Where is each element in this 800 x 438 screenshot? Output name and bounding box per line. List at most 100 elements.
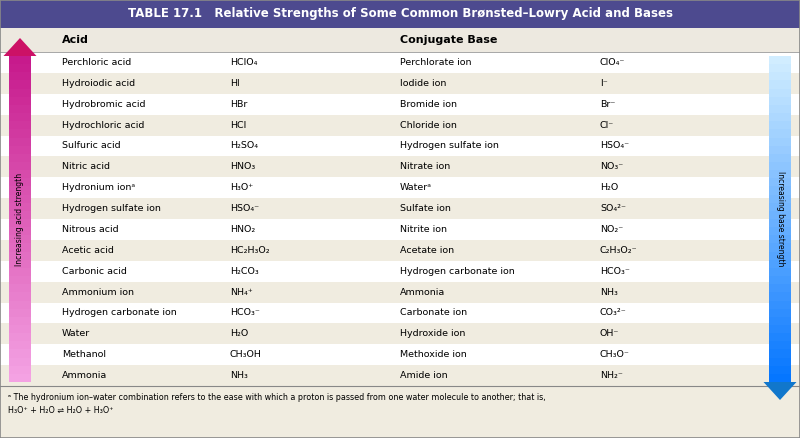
Text: Hydrogen sulfate ion: Hydrogen sulfate ion [62,204,161,213]
Bar [769,219,791,227]
Text: ClO₄⁻: ClO₄⁻ [600,58,626,67]
Bar [769,88,791,97]
Bar [769,187,791,194]
Bar [9,333,31,341]
Bar [0,198,800,219]
Text: Acid: Acid [62,35,89,45]
Text: Ammonium ion: Ammonium ion [62,288,134,297]
Text: HSO₄⁻: HSO₄⁻ [600,141,629,150]
Bar [769,300,791,309]
Bar [9,146,31,154]
Bar [769,341,791,350]
Bar [0,73,800,94]
Text: Sulfate ion: Sulfate ion [400,204,451,213]
Bar [9,162,31,170]
Bar [9,178,31,187]
Bar [0,323,800,344]
Bar [769,105,791,113]
Bar [9,154,31,162]
Bar [769,203,791,211]
Text: Methoxide ion: Methoxide ion [400,350,466,359]
Bar [769,357,791,366]
Text: HI: HI [230,79,240,88]
Text: CH₃O⁻: CH₃O⁻ [600,350,630,359]
Text: H₃O⁺: H₃O⁺ [230,183,254,192]
Bar [9,300,31,309]
Text: ᵃ The hydronium ion–water combination refers to the ease with which a proton is : ᵃ The hydronium ion–water combination re… [8,393,546,402]
Bar [0,303,800,323]
Text: C₂H₃O₂⁻: C₂H₃O₂⁻ [600,246,638,255]
Bar [9,268,31,276]
Text: Hydroiodic acid: Hydroiodic acid [62,79,135,88]
Text: Hydronium ionᵃ: Hydronium ionᵃ [62,183,135,192]
Polygon shape [763,382,797,400]
Bar [769,154,791,162]
Bar [9,325,31,333]
Bar [769,260,791,268]
Bar [769,350,791,357]
Text: Nitrite ion: Nitrite ion [400,225,447,234]
Bar [769,97,791,105]
Bar [9,211,31,219]
Bar [9,113,31,121]
Bar [9,284,31,292]
Bar [769,194,791,203]
Bar [9,194,31,203]
Bar [9,56,31,64]
Text: Acetate ion: Acetate ion [400,246,454,255]
Text: H₂CO₃: H₂CO₃ [230,267,258,276]
Text: Water: Water [62,329,90,338]
Text: HCO₃⁻: HCO₃⁻ [230,308,260,318]
Text: I⁻: I⁻ [600,79,608,88]
Bar [9,138,31,146]
Text: Increasing base strength: Increasing base strength [775,171,785,267]
Text: HBr: HBr [230,100,247,109]
Bar [769,317,791,325]
Bar [769,227,791,235]
Bar [769,81,791,88]
Bar [0,115,800,135]
Bar [9,170,31,178]
Text: HNO₂: HNO₂ [230,225,255,234]
Text: Sulfuric acid: Sulfuric acid [62,141,121,150]
Text: Hydrobromic acid: Hydrobromic acid [62,100,146,109]
Text: NH₃: NH₃ [600,288,618,297]
Bar [769,146,791,154]
Text: Br⁻: Br⁻ [600,100,615,109]
Bar [769,284,791,292]
Text: Hydroxide ion: Hydroxide ion [400,329,466,338]
Bar [0,94,800,115]
Text: HNO₃: HNO₃ [230,162,255,171]
Text: Methanol: Methanol [62,350,106,359]
Text: Cl⁻: Cl⁻ [600,120,614,130]
Bar [9,292,31,300]
Text: NO₃⁻: NO₃⁻ [600,162,623,171]
Bar [769,251,791,260]
Bar [769,235,791,244]
Text: CH₃OH: CH₃OH [230,350,262,359]
Bar [9,105,31,113]
Text: Increasing acid strength: Increasing acid strength [15,173,25,265]
Bar [9,366,31,374]
Text: Carbonate ion: Carbonate ion [400,308,467,318]
Bar [0,0,800,28]
Bar [9,88,31,97]
Bar [769,374,791,382]
Text: SO₄²⁻: SO₄²⁻ [600,204,626,213]
Bar [769,178,791,187]
Text: Carbonic acid: Carbonic acid [62,267,127,276]
Bar [769,211,791,219]
Text: Nitrous acid: Nitrous acid [62,225,118,234]
Text: Perchloric acid: Perchloric acid [62,58,131,67]
Text: H₂SO₄: H₂SO₄ [230,141,258,150]
Bar [9,309,31,317]
Text: Conjugate Base: Conjugate Base [400,35,498,45]
Text: Perchlorate ion: Perchlorate ion [400,58,471,67]
Bar [9,374,31,382]
Text: CO₃²⁻: CO₃²⁻ [600,308,626,318]
Bar [769,56,791,64]
Polygon shape [3,38,37,56]
Text: Ammonia: Ammonia [400,288,446,297]
Bar [9,357,31,366]
Bar [769,162,791,170]
